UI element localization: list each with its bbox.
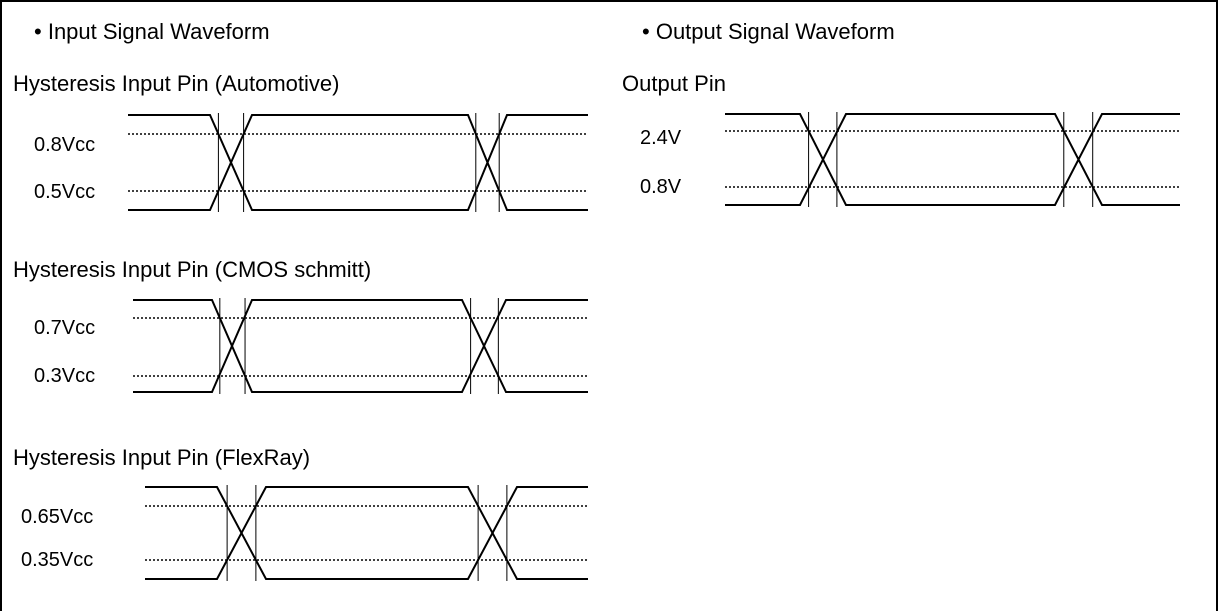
waveform-label-output-pin: Output Pin	[622, 71, 726, 96]
output-section-title: • Output Signal Waveform	[642, 19, 895, 45]
signal-trace-lower	[133, 299, 588, 393]
signal-trace-lower	[725, 113, 1180, 206]
high-threshold-label-flexray: 0.65Vcc	[21, 506, 94, 528]
output-section-title-text: Output Signal Waveform	[655, 19, 895, 44]
waveform-automotive	[128, 113, 588, 212]
input-section-title: • Input Signal Waveform	[34, 19, 270, 45]
low-threshold-label-flexray: 0.35Vcc	[21, 549, 94, 571]
signal-trace-upper	[128, 114, 588, 211]
waveform-cmos-schmitt	[133, 298, 588, 394]
frame-right-border	[1216, 0, 1218, 611]
high-threshold-label-cmos-schmitt: 0.7Vcc	[34, 317, 96, 339]
signal-trace-upper	[145, 486, 588, 580]
high-threshold-label-automotive: 0.8Vcc	[34, 134, 96, 156]
bullet-icon: •	[642, 19, 656, 44]
input-section-title-text: Input Signal Waveform	[47, 19, 270, 44]
waveform-output-pin	[725, 112, 1180, 207]
low-threshold-label-output-pin: 0.8V	[640, 176, 682, 198]
signal-trace-lower	[145, 486, 588, 580]
signal-trace-upper	[133, 299, 588, 393]
low-threshold-label-cmos-schmitt: 0.3Vcc	[34, 365, 96, 387]
high-threshold-label-output-pin: 2.4V	[640, 127, 682, 149]
low-threshold-label-automotive: 0.5Vcc	[34, 181, 96, 203]
waveform-label-cmos-schmitt: Hysteresis Input Pin (CMOS schmitt)	[13, 257, 372, 282]
waveform-flexray	[145, 485, 588, 581]
frame-top-border	[0, 0, 1218, 2]
waveform-label-flexray: Hysteresis Input Pin (FlexRay)	[13, 445, 311, 470]
bullet-icon: •	[34, 19, 48, 44]
waveform-label-automotive: Hysteresis Input Pin (Automotive)	[13, 71, 340, 96]
frame-left-border	[0, 0, 2, 611]
signal-trace-lower	[128, 114, 588, 211]
signal-trace-upper	[725, 113, 1180, 206]
